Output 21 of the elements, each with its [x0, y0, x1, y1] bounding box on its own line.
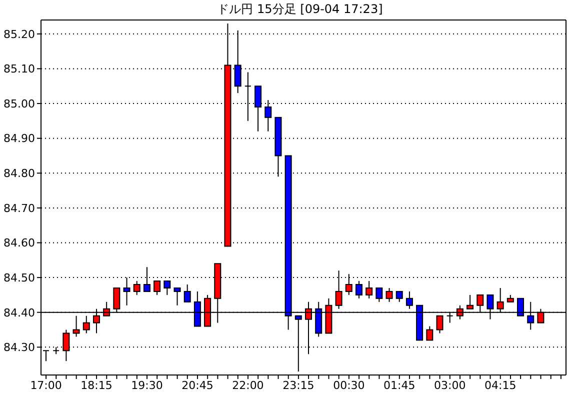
- x-tick-label: 17:00: [30, 378, 62, 392]
- y-tick-label: 85.20: [4, 28, 35, 41]
- x-tick-label: 00:30: [333, 378, 365, 392]
- y-tick-label: 84.70: [4, 202, 35, 215]
- chart-title: ドル円 15分足 [09-04 17:23]: [216, 1, 384, 18]
- y-tick-label: 84.40: [4, 306, 35, 320]
- y-tick-label: 84.60: [4, 236, 35, 250]
- x-tick-label: 23:15: [282, 378, 314, 392]
- x-tick-label: 03:00: [434, 378, 466, 392]
- x-tick-label: 22:00: [232, 378, 264, 392]
- x-tick-label: 19:30: [131, 378, 163, 392]
- x-tick-label: 04:15: [484, 378, 516, 392]
- y-tick-label: 84.80: [4, 167, 35, 180]
- y-tick-label: 84.90: [4, 132, 35, 146]
- y-tick-label: 85.00: [4, 97, 35, 110]
- y-tick-label: 84.30: [4, 341, 35, 354]
- y-tick-label: 85.10: [4, 62, 35, 76]
- y-tick-label: 84.50: [4, 271, 35, 284]
- x-tick-label: 18:15: [80, 378, 112, 392]
- x-tick-label: 01:45: [384, 378, 416, 392]
- x-tick-label: 20:45: [182, 378, 214, 392]
